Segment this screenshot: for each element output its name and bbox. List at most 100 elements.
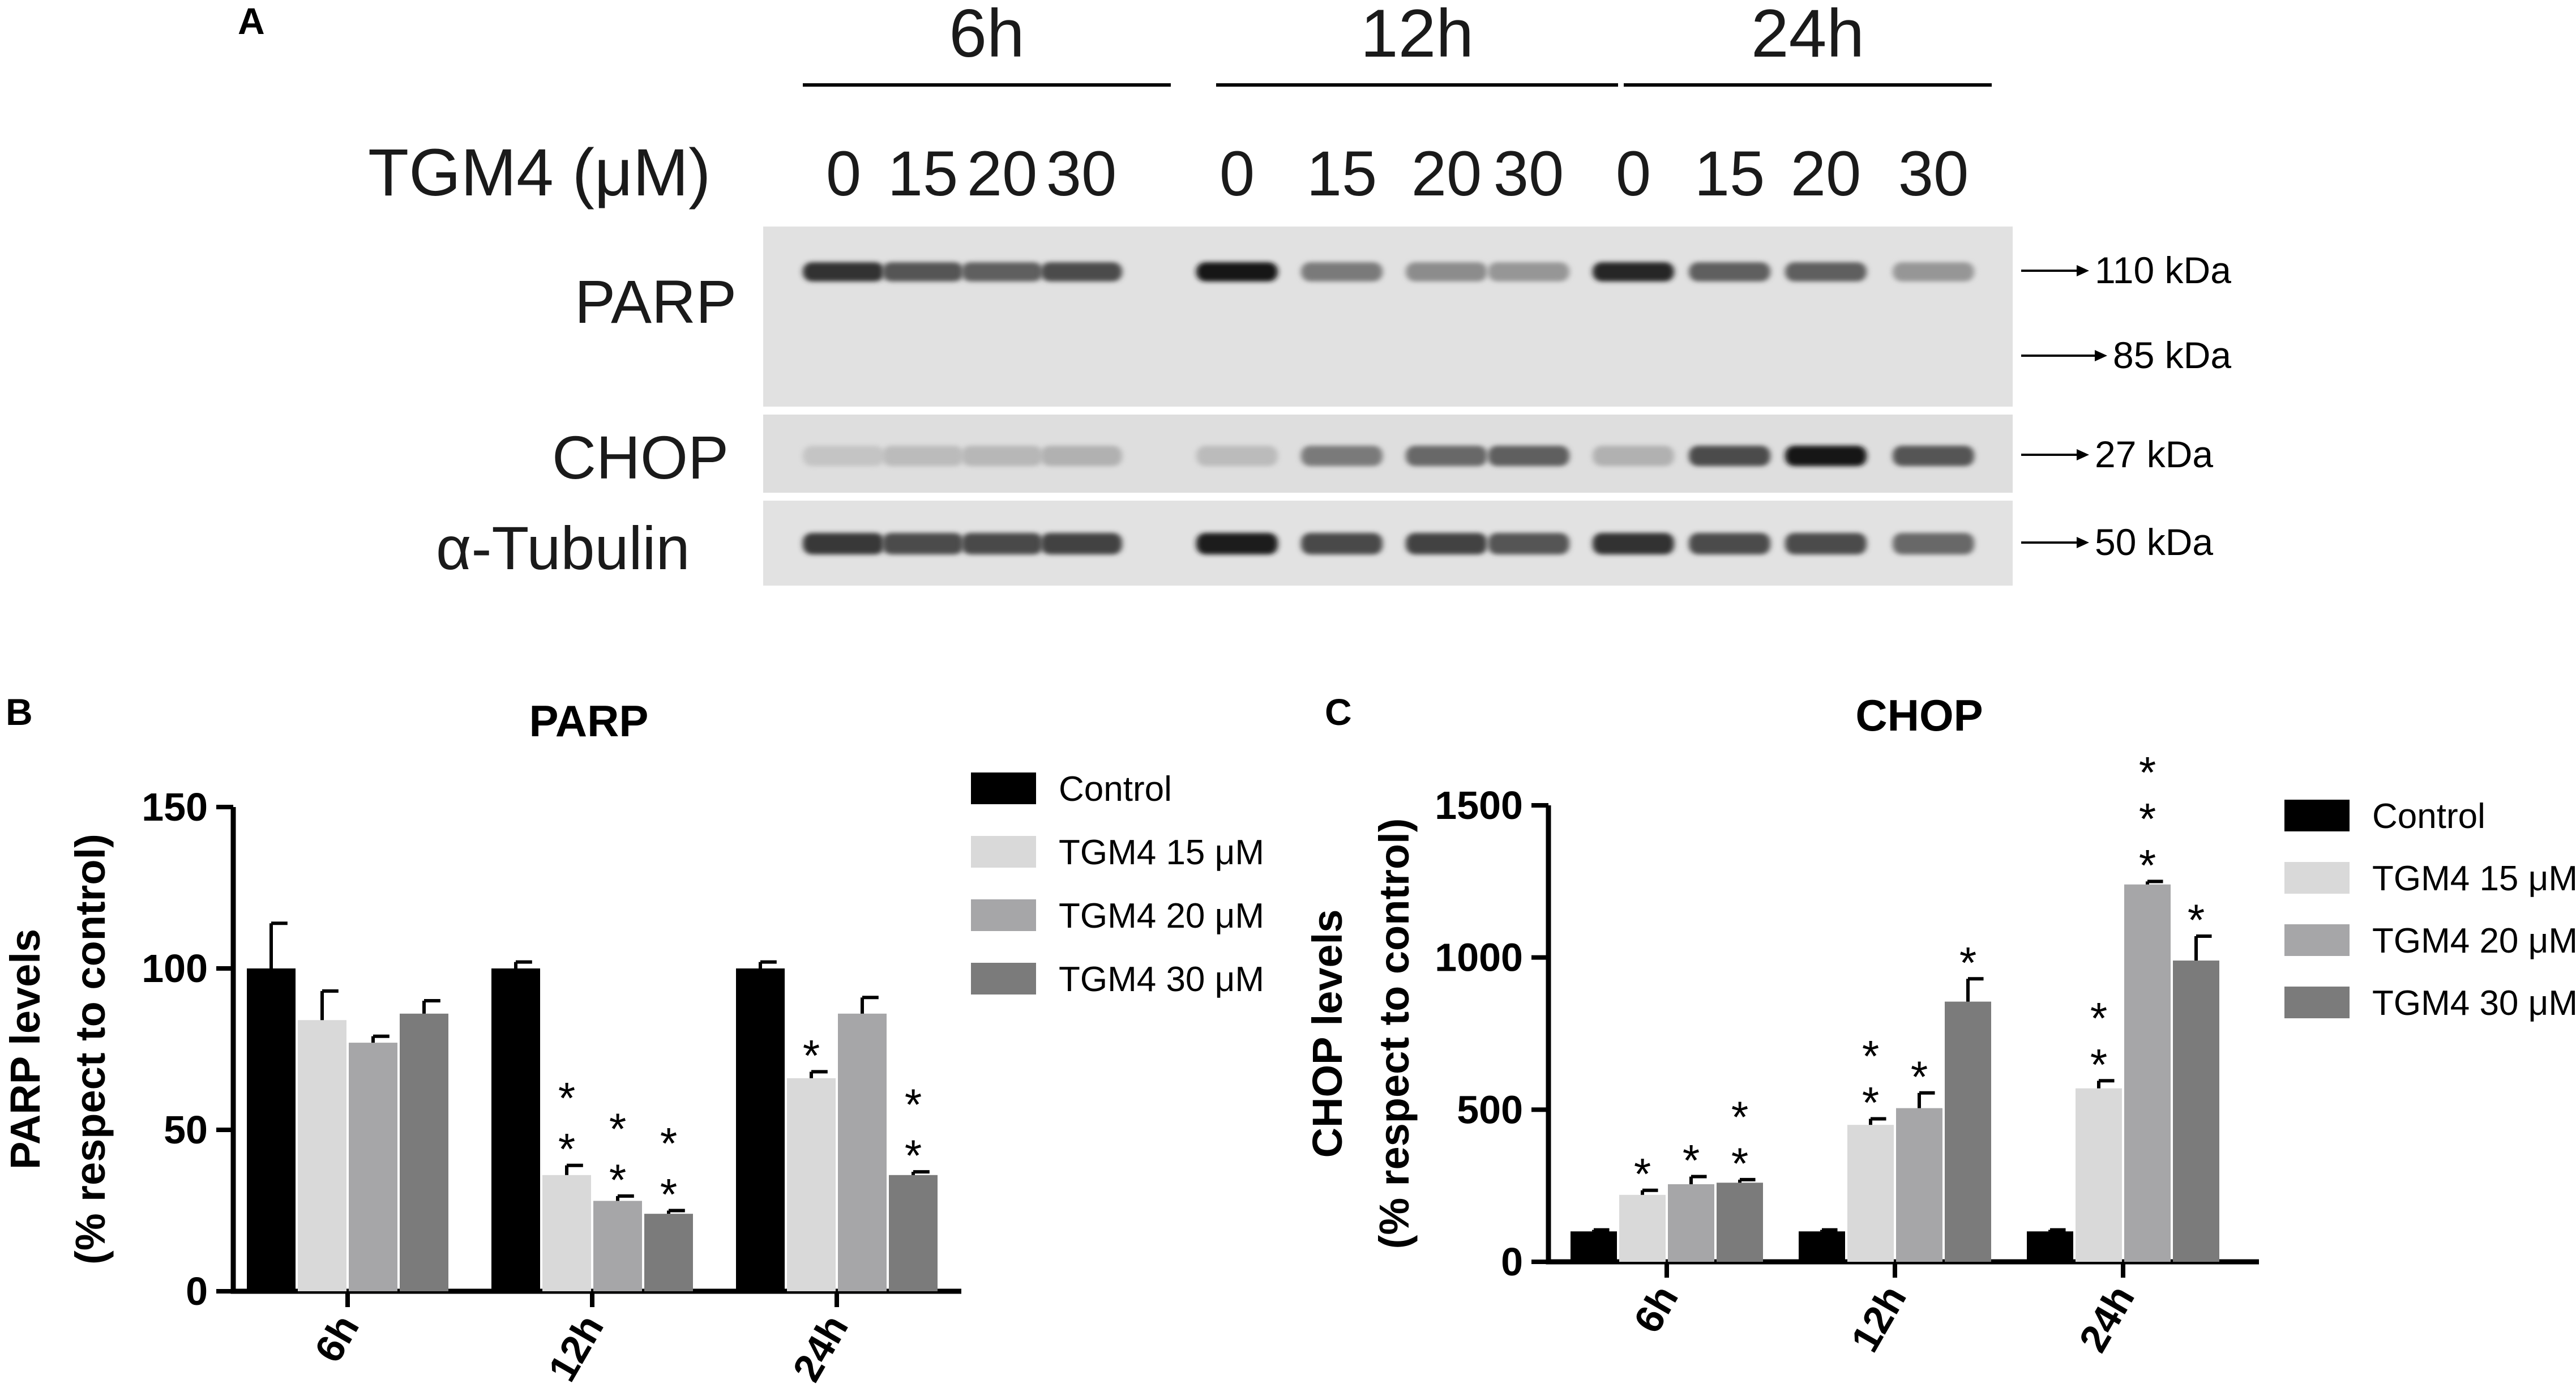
legend-swatch-tgm4-30-m — [2284, 987, 2350, 1018]
band-tubulin — [1196, 533, 1278, 554]
significance-star: * — [1862, 1077, 1879, 1127]
bar-tgm4-15-m — [542, 1175, 591, 1291]
legend-label-tgm4-20-m: TGM4 20 μM — [2372, 921, 2576, 961]
bar-control — [247, 968, 296, 1291]
y-tick-label: 150 — [142, 785, 208, 829]
bar-tgm4-15-m — [1847, 1125, 1894, 1262]
dose-label: 20 — [1411, 138, 1482, 209]
bar-tgm4-20-m — [593, 1201, 642, 1291]
panel-b-label: B — [6, 691, 33, 733]
significance-star: * — [609, 1155, 626, 1205]
dose-label: 20 — [1791, 138, 1862, 209]
band-parp — [1196, 262, 1278, 281]
x-tick-label-24h: 24h — [784, 1308, 857, 1389]
band-chop — [1041, 446, 1122, 466]
legend-label-tgm4-15-m: TGM4 15 μM — [1059, 833, 1264, 872]
significance-star: * — [609, 1104, 626, 1154]
bar-tgm4-30-m — [2173, 961, 2219, 1262]
band-chop — [803, 446, 884, 466]
row-label-parp: PARP — [575, 267, 737, 336]
band-parp — [1488, 262, 1569, 281]
bar-tgm4-20-m — [1896, 1108, 1942, 1262]
significance-star: * — [2139, 793, 2156, 843]
dose-label: 0 — [1616, 138, 1651, 209]
band-parp — [882, 262, 964, 281]
band-parp — [1041, 262, 1122, 281]
legend-swatch-control — [971, 772, 1036, 804]
svg-text:85 kDa: 85 kDa — [2113, 334, 2231, 376]
bar-control — [1799, 1231, 1845, 1262]
band-chop — [1488, 446, 1569, 466]
bar-control — [736, 968, 785, 1291]
band-tubulin — [1785, 533, 1867, 554]
bar-control — [491, 968, 540, 1291]
significance-star: * — [2090, 1039, 2107, 1089]
band-chop — [1593, 446, 1674, 466]
band-tubulin — [1893, 533, 1974, 554]
dose-labels: 0 15 20 30 0 15 20 30 0 15 20 30 — [826, 138, 1969, 209]
band-parp — [803, 262, 884, 281]
band-chop — [1406, 446, 1487, 466]
marker-parp-85: 85 kDa — [2021, 334, 2231, 376]
band-chop — [961, 446, 1043, 466]
significance-star: * — [2188, 895, 2205, 945]
band-parp — [961, 262, 1043, 281]
band-chop — [1689, 446, 1770, 466]
bar-tgm4-15-m — [1619, 1194, 1666, 1262]
svg-text:50 kDa: 50 kDa — [2095, 521, 2213, 563]
band-tubulin — [1406, 533, 1487, 554]
band-tubulin — [803, 533, 884, 554]
significance-star: * — [2139, 747, 2156, 797]
dose-label: 15 — [1694, 138, 1765, 209]
time-label-12h: 12h — [1360, 0, 1474, 71]
marker-tubulin-50: 50 kDa — [2021, 521, 2213, 563]
y-tick-label: 50 — [164, 1108, 208, 1152]
band-parp — [1689, 262, 1770, 281]
significance-star: * — [1959, 937, 1976, 987]
band-tubulin — [882, 533, 964, 554]
band-parp — [1301, 262, 1383, 281]
panel-c-label: C — [1325, 691, 1352, 733]
bar-tgm4-20-m — [838, 1013, 887, 1291]
bar-tgm4-30-m — [1945, 1001, 1991, 1262]
blot-bands — [803, 262, 1974, 554]
y-axis-label-unit: (% respect to control) — [1371, 818, 1418, 1249]
y-tick-label: 500 — [1457, 1087, 1523, 1132]
bar-tgm4-15-m — [787, 1078, 836, 1291]
y-axis-label: PARP levels — [2, 929, 49, 1169]
bar-tgm4-30-m — [1717, 1183, 1763, 1262]
chart-title: PARP — [529, 696, 649, 746]
significance-star: * — [803, 1030, 820, 1080]
chop-bar-chart: CHOP CHOP levels (% respect to control) 0 50… — [1304, 690, 2576, 1359]
y-tick-label: 100 — [142, 946, 208, 991]
band-chop — [1785, 446, 1867, 466]
marker-chop-27: 27 kDa — [2021, 433, 2213, 475]
legend-swatch-tgm4-20-m — [971, 899, 1036, 931]
x-tick-label-12h: 12h — [540, 1308, 612, 1389]
y-axis-label-unit: (% respect to control) — [67, 834, 114, 1265]
band-tubulin — [1488, 533, 1569, 554]
time-label-6h: 6h — [949, 0, 1024, 71]
legend-label-tgm4-30-m: TGM4 30 μM — [1059, 960, 1264, 999]
band-parp — [1406, 262, 1487, 281]
row-label-tubulin: α-Tubulin — [436, 514, 690, 582]
dose-label: 0 — [1219, 138, 1255, 209]
significance-star: * — [2090, 993, 2107, 1043]
significance-star: * — [1911, 1052, 1928, 1102]
marker-parp-110: 110 kDa — [2021, 249, 2231, 291]
bar-tgm4-30-m — [644, 1214, 693, 1291]
x-tick-label-12h: 12h — [1842, 1278, 1915, 1359]
legend-label-tgm4-30-m: TGM4 30 μM — [2372, 984, 2576, 1023]
bar-tgm4-20-m — [2124, 884, 2171, 1262]
legend-label-control: Control — [1059, 770, 1172, 809]
dose-label: 0 — [826, 138, 861, 209]
y-tick-label: 0 — [1501, 1240, 1523, 1284]
x-tick-label-6h: 6h — [1625, 1278, 1687, 1341]
bar-tgm4-15-m — [2076, 1088, 2122, 1262]
dose-label: 30 — [1046, 138, 1117, 209]
chart-title: CHOP — [1855, 690, 1983, 740]
band-tubulin — [1041, 533, 1122, 554]
legend-label-control: Control — [2372, 797, 2485, 836]
significance-star: * — [1683, 1136, 1700, 1185]
